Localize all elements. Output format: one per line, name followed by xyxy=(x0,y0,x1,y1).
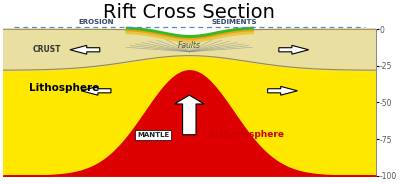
Polygon shape xyxy=(174,95,204,135)
Title: Rift Cross Section: Rift Cross Section xyxy=(103,3,275,22)
Polygon shape xyxy=(268,86,298,95)
Text: MANTLE: MANTLE xyxy=(137,132,169,138)
Text: CRUST: CRUST xyxy=(33,45,61,54)
Text: Lithosphere: Lithosphere xyxy=(29,83,99,93)
Text: Asthenosphere: Asthenosphere xyxy=(208,130,285,139)
Polygon shape xyxy=(279,45,309,54)
Polygon shape xyxy=(81,86,111,95)
Text: EROSION: EROSION xyxy=(78,19,114,25)
Text: Faults: Faults xyxy=(178,41,201,50)
Polygon shape xyxy=(70,45,100,54)
Text: SEDIMENTS: SEDIMENTS xyxy=(211,19,257,25)
